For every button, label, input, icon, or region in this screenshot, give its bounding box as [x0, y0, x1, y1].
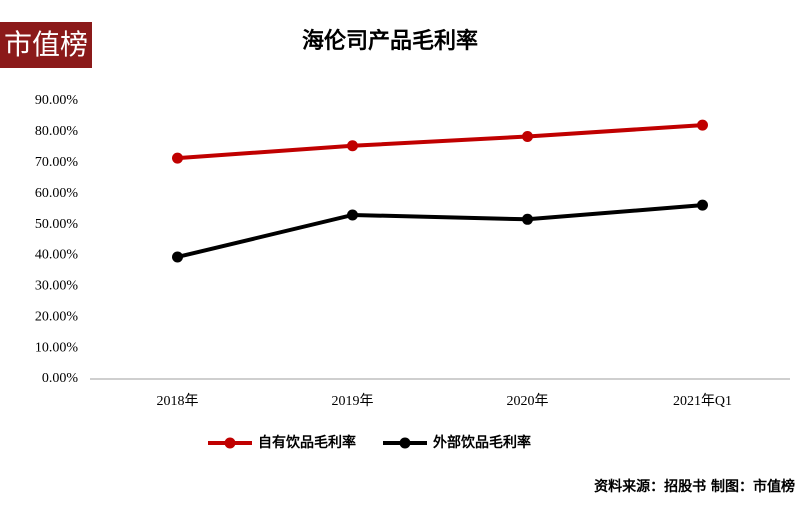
- legend-marker: [399, 437, 411, 449]
- y-tick-label: 50.00%: [35, 217, 79, 232]
- x-tick-label: 2020年: [507, 393, 549, 409]
- chart-title: 海伦司产品毛利率: [302, 28, 478, 54]
- legend-marker: [224, 437, 236, 449]
- x-tick-label: 2021年Q1: [673, 393, 732, 409]
- x-tick-label: 2018年: [157, 393, 199, 409]
- data-point: [697, 119, 708, 131]
- data-point: [697, 199, 708, 211]
- y-tick-label: 80.00%: [35, 124, 79, 139]
- series-line: [177, 203, 703, 259]
- y-tick-label: 90.00%: [35, 93, 79, 108]
- y-tick-label: 60.00%: [35, 186, 79, 201]
- y-tick-label: 30.00%: [35, 279, 79, 294]
- source-note: 资料来源：招股书 制图：市值榜: [594, 478, 795, 495]
- data-point: [347, 209, 358, 221]
- legend-label: 外部饮品毛利率: [433, 434, 531, 451]
- series-line: [177, 123, 703, 161]
- x-tick-label: 2019年: [332, 393, 374, 409]
- logo: 市值榜: [4, 28, 88, 61]
- y-tick-label: 0.00%: [42, 371, 79, 386]
- y-tick-label: 70.00%: [35, 155, 79, 170]
- data-point: [172, 152, 183, 164]
- y-tick-label: 40.00%: [35, 248, 79, 263]
- legend-label: 自有饮品毛利率: [258, 434, 356, 451]
- data-point: [172, 251, 183, 263]
- data-point: [522, 213, 533, 225]
- y-tick-label: 20.00%: [35, 309, 79, 324]
- logo-box: [0, 22, 92, 68]
- y-tick-label: 10.00%: [35, 340, 79, 355]
- data-point: [347, 140, 358, 152]
- data-point: [522, 131, 533, 143]
